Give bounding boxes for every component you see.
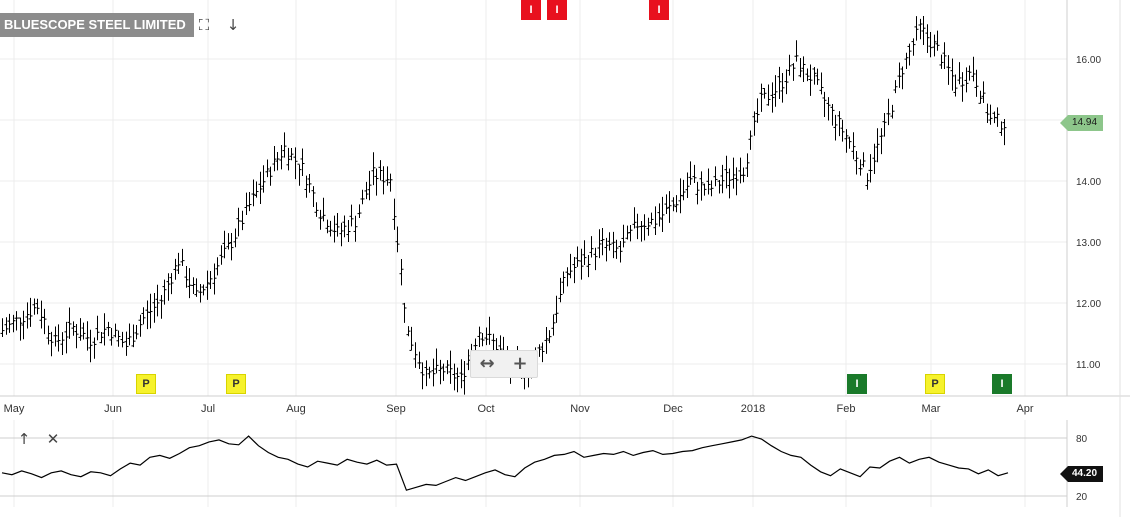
event-marker-red[interactable]: I (521, 0, 541, 20)
x-tick-label: Nov (570, 403, 590, 415)
tick-labels: 11.00 12.00 13.00 14.00 16.00 May Jun Jul Aug Sep… (4, 55, 1102, 503)
event-marker-yellow[interactable]: P (136, 374, 156, 394)
x-tick-label: Sep (386, 403, 406, 415)
zoom-out-button[interactable]: ↔ (479, 353, 495, 374)
x-tick-label: Aug (286, 403, 306, 415)
price-tick-label: 11.00 (1076, 360, 1101, 371)
indicator-tick-label: 80 (1076, 434, 1088, 445)
arrow-up-icon[interactable]: ↑ (17, 430, 31, 448)
x-tick-label: Oct (477, 403, 494, 415)
x-tick-label: May (4, 403, 25, 415)
x-tick-label: Mar (922, 403, 941, 415)
event-marker-red[interactable]: I (547, 0, 567, 20)
last-price-tag: 14.94 (1059, 115, 1104, 131)
x-tick-label: 2018 (741, 403, 765, 415)
indicator-series-line (1, 435, 1009, 491)
arrow-down-icon[interactable]: ↓ (226, 16, 240, 34)
indicator-value-tag: 44.20 (1059, 466, 1104, 482)
gridlines (0, 0, 1067, 507)
event-marker-green[interactable]: I (847, 374, 867, 394)
price-tick-label: 16.00 (1076, 55, 1101, 66)
x-tick-label: Apr (1016, 403, 1033, 415)
x-tick-label: Dec (663, 403, 683, 415)
price-tick-label: 12.00 (1076, 299, 1101, 310)
event-marker-yellow[interactable]: P (925, 374, 945, 394)
event-marker-green[interactable]: I (992, 374, 1012, 394)
zoom-in-button[interactable]: + (512, 353, 528, 374)
zoom-control: ↔ + (470, 350, 538, 378)
event-marker-red[interactable]: I (649, 0, 669, 20)
price-bars (0, 15, 1007, 395)
price-tick-label: 13.00 (1076, 238, 1101, 249)
expand-icon[interactable]: ⛶ (198, 16, 210, 34)
x-tick-label: Jun (104, 403, 122, 415)
x-tick-label: Jul (201, 403, 215, 415)
x-tick-label: Feb (837, 403, 856, 415)
indicator-line (1, 435, 1009, 491)
price-tick-label: 14.00 (1076, 177, 1101, 188)
indicator-tick-label: 20 (1076, 492, 1088, 503)
event-marker-yellow[interactable]: P (226, 374, 246, 394)
close-icon[interactable]: ✕ (46, 430, 60, 448)
chart-title: BLUESCOPE STEEL LIMITED (0, 13, 194, 37)
